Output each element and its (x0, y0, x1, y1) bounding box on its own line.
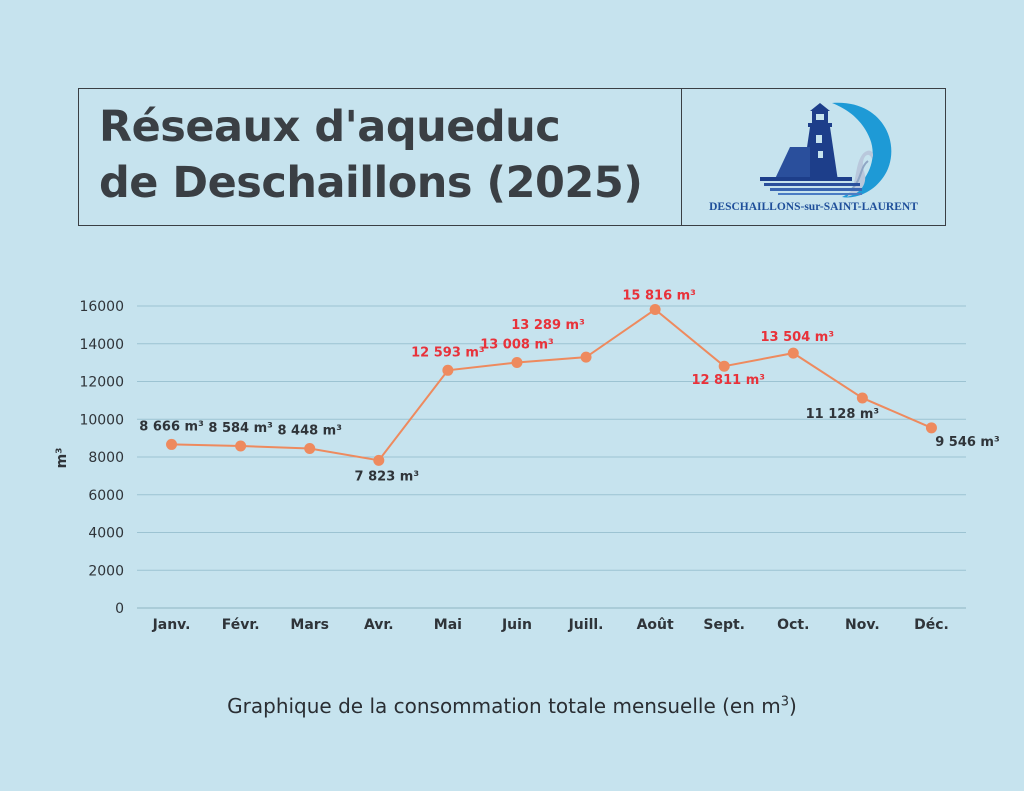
x-tick-label: Mai (434, 617, 462, 633)
header-box: Réseaux d'aqueduc de Deschaillons (2025)… (78, 88, 946, 226)
data-point (925, 422, 937, 434)
data-label: 13 504 m³ (761, 330, 835, 345)
data-point (166, 438, 178, 450)
x-tick-label: Janv. (152, 617, 191, 633)
data-label: 15 816 m³ (622, 288, 696, 303)
y-tick-label: 12000 (79, 375, 124, 391)
chart-caption-superscript: 3 (780, 694, 790, 710)
y-tick-label: 8000 (88, 450, 124, 466)
data-point (718, 360, 730, 372)
chart-caption: Graphique de la consommation totale mens… (0, 694, 1024, 718)
x-tick-label: Sept. (703, 617, 745, 633)
x-tick-label: Oct. (777, 617, 809, 633)
x-tick-label: Juin (501, 617, 532, 633)
data-label: 7 823 m³ (355, 469, 419, 484)
data-point (787, 347, 799, 359)
y-tick-label: 2000 (88, 563, 124, 579)
page-title-line-2: de Deschaillons (2025) (99, 158, 643, 208)
y-tick-label: 0 (115, 601, 124, 617)
data-label: 12 811 m³ (691, 373, 765, 388)
data-label: 13 008 m³ (480, 337, 554, 352)
x-tick-label: Mars (290, 617, 329, 633)
lighthouse-wave-logo-icon (760, 102, 892, 198)
chart-caption-suffix: ) (789, 694, 797, 718)
line-chart: 0 2000 4000 6000 8000 10000 12000 14000 16000 m³ J… (54, 288, 1000, 633)
data-label: 12 593 m³ (411, 345, 485, 360)
data-point (856, 392, 868, 404)
data-point (304, 443, 316, 455)
y-tick-label: 4000 (88, 526, 124, 542)
y-tick-label: 10000 (79, 412, 124, 428)
title-cell: Réseaux d'aqueduc de Deschaillons (2025) (79, 89, 682, 225)
data-point (649, 303, 661, 315)
x-tick-label: Juill. (568, 617, 604, 633)
data-point (235, 440, 247, 452)
x-tick-label: Févr. (222, 617, 260, 633)
logo: DESCHAILLONS-sur-SAINT-LAURENT (682, 89, 945, 225)
data-point (442, 364, 454, 376)
data-label: 13 289 m³ (511, 318, 585, 333)
y-tick-label: 6000 (88, 488, 124, 504)
page-title-line-1: Réseaux d'aqueduc (99, 102, 561, 152)
x-tick-label: Avr. (364, 617, 394, 633)
x-tick-label: Déc. (914, 617, 949, 633)
x-tick-label: Nov. (845, 617, 880, 633)
data-label: 9 546 m³ (935, 435, 999, 450)
data-point (580, 351, 592, 363)
chart-caption-text: Graphique de la consommation totale mens… (227, 694, 781, 718)
logo-text: DESCHAILLONS-sur-SAINT-LAURENT (709, 201, 918, 213)
data-point (373, 454, 385, 466)
data-point (511, 356, 523, 368)
data-label: 8 666 m³ (139, 419, 203, 434)
x-tick-label: Août (637, 617, 674, 633)
series-line (171, 308, 932, 462)
data-label: 11 128 m³ (806, 407, 880, 422)
data-label: 8 448 m³ (277, 424, 341, 439)
y-axis-label: m³ (54, 448, 70, 469)
data-label: 8 584 m³ (208, 421, 272, 436)
y-tick-label: 14000 (79, 337, 124, 353)
y-tick-label: 16000 (79, 299, 124, 315)
